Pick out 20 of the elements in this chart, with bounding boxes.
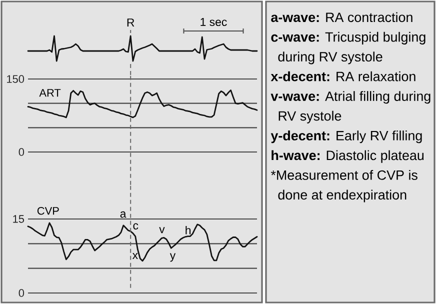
annotation: h — [186, 226, 191, 234]
y-tick-label: 0 — [18, 148, 24, 156]
series-label: ART — [39, 89, 61, 97]
text: a — [120, 211, 126, 218]
annotation: y — [170, 253, 176, 262]
series-label: CVP — [37, 206, 59, 215]
y-tick-label: 150 — [7, 75, 24, 83]
line-series — [27, 89, 258, 118]
text: a-wave: RA contraction — [271, 12, 412, 22]
annotation: x — [132, 252, 138, 260]
text: x-decent: RA relaxation — [270, 71, 416, 82]
annotation: v — [159, 227, 165, 234]
y-tick-label: 0 — [18, 289, 24, 297]
text: y-decent: Early RV filling — [270, 130, 422, 144]
y-tick-label: 15 — [13, 215, 24, 223]
text: h-wave: Diastolic plateau — [272, 150, 424, 163]
text: *Measurement of CVP is done at endexpiration — [270, 170, 418, 202]
text: 1 sec — [200, 18, 227, 26]
annotation: c — [133, 223, 138, 230]
text: R — [127, 18, 134, 26]
